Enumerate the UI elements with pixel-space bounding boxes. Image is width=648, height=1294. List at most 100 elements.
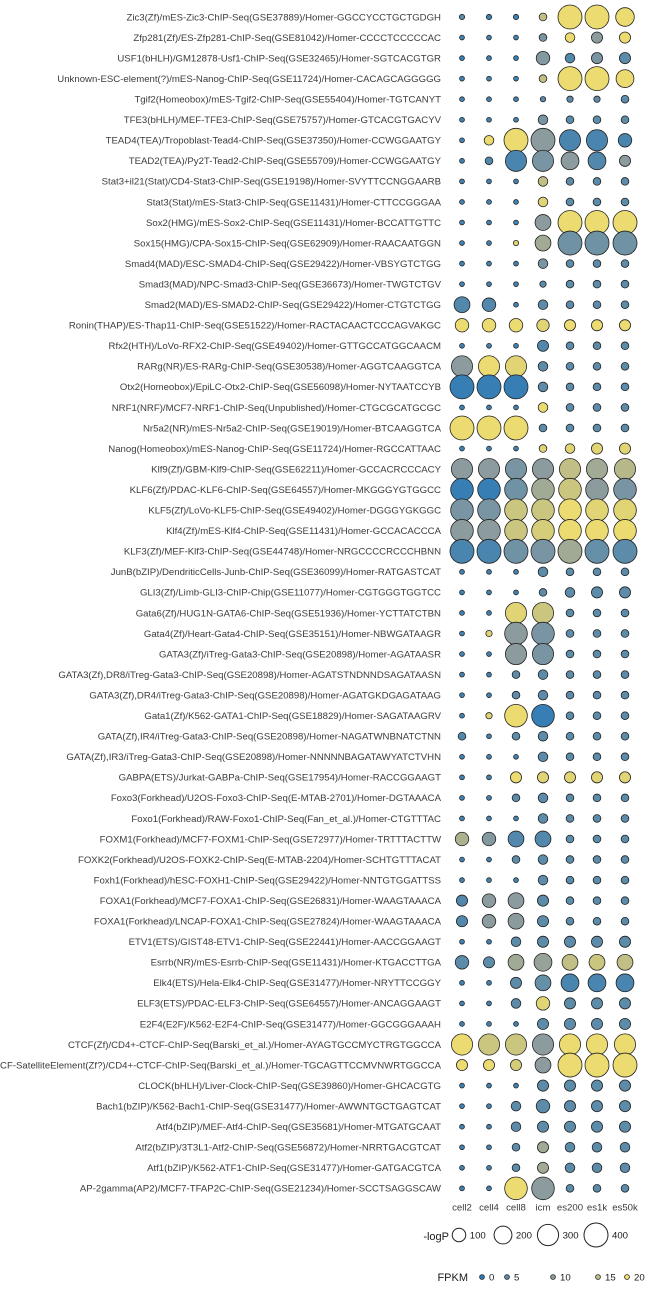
dot: [565, 732, 575, 741]
dot: [505, 355, 527, 378]
dot: [486, 815, 492, 822]
dot: [537, 1079, 549, 1092]
dot: [504, 1176, 528, 1201]
row-label: RARg(NR)/ES-RARg-ChIP-Seq(GSE30538)/Home…: [137, 362, 441, 373]
color-legend-key: [595, 1274, 601, 1280]
dot: [619, 1017, 631, 1030]
dot: [459, 55, 465, 61]
dot: [619, 1079, 631, 1092]
dot: [449, 374, 475, 400]
row-label: Gata6(Zf)/HUG1N-GATA6-ChIP-Seq(GSE51936)…: [136, 608, 441, 619]
dot: [513, 404, 519, 411]
dot: [486, 55, 492, 61]
dot: [459, 630, 465, 637]
size-legend: -logP 100 200 300 400: [423, 1222, 628, 1248]
dot: [592, 690, 602, 700]
row-labels: Zic3(Zf)/mES-Zic3-ChIP-Seq(GSE37889)/Hom…: [0, 12, 442, 1194]
dot: [532, 1033, 554, 1056]
dot: [459, 1000, 465, 1007]
dot: [620, 752, 630, 762]
dot: [507, 912, 525, 930]
dot: [531, 498, 555, 522]
dot: [619, 771, 631, 784]
dot: [476, 415, 502, 441]
dot: [564, 319, 576, 332]
dot: [565, 1184, 575, 1193]
dot: [620, 875, 630, 885]
dot: [459, 116, 465, 123]
row-label: Atf4(bZIP)/MEF-Atf4-ChIP-Seq(GSE35681)/H…: [156, 1122, 441, 1133]
row-label: Gata1(Zf)/K562-GATA1-ChIP-Seq(GSE18829)/…: [144, 711, 441, 722]
dot: [485, 13, 493, 21]
dot: [619, 52, 631, 65]
dot: [513, 96, 519, 103]
dot: [564, 1100, 576, 1113]
dot: [504, 621, 528, 646]
dot: [511, 1163, 521, 1173]
dot: [486, 96, 492, 103]
dot: [513, 342, 519, 349]
dot: [592, 649, 602, 659]
dot: [591, 1162, 603, 1174]
row-label: Nr5a2(NR)/mES-Nr5a2-ChIP-Seq(GSE19019)/H…: [143, 423, 442, 434]
color-legend-label: 10: [560, 1273, 571, 1284]
row-label: KLF3(Zf)/MEF-Klf3-ChIP-Seq(GSE44748)/Hom…: [124, 547, 441, 558]
dot: [486, 877, 492, 883]
dot: [614, 1033, 636, 1056]
dot: [503, 374, 529, 400]
dot: [557, 4, 583, 30]
dot: [584, 230, 610, 256]
dot: [537, 935, 549, 948]
dot: [449, 415, 475, 441]
dot: [613, 498, 637, 522]
size-legend-title: -logP: [423, 1231, 449, 1243]
dot: [531, 1176, 555, 1201]
dot: [537, 813, 549, 824]
dot: [537, 361, 549, 372]
dot: [537, 669, 549, 680]
size-legend-label: 400: [612, 1231, 628, 1242]
dot: [503, 538, 529, 564]
dot: [592, 362, 602, 371]
dot: [459, 445, 465, 452]
dot: [486, 1123, 492, 1130]
dot: [619, 442, 631, 455]
dot: [530, 127, 556, 153]
row-label: Smad3(MAD)/NPC-Smad3-ChIP-Seq(GSE36673)/…: [139, 279, 442, 290]
row-label: NRF1(NRF)/MCF7-NRF1-ChIP-Seq(Unpublished…: [112, 403, 441, 414]
dot: [483, 1059, 495, 1072]
dot: [614, 458, 636, 481]
dot: [459, 404, 465, 411]
dot: [507, 830, 525, 848]
dot: [451, 458, 473, 481]
dot: [620, 403, 630, 412]
dot: [558, 498, 582, 522]
dot: [534, 974, 552, 992]
row-label: GATA(Zf),IR3/iTreg-Gata3-ChIP-Seq(GSE208…: [66, 752, 441, 763]
dot: [538, 444, 548, 453]
dot: [559, 458, 581, 481]
dot: [591, 586, 603, 599]
dot: [458, 13, 466, 21]
dot: [560, 151, 580, 171]
dot: [565, 259, 575, 268]
dot: [534, 1056, 552, 1074]
dot: [565, 752, 575, 762]
dot: [620, 197, 630, 207]
dot: [481, 893, 497, 908]
dot: [557, 1052, 583, 1078]
dot: [537, 894, 549, 907]
dot: [619, 997, 631, 1010]
dot: [587, 973, 607, 993]
dot-matrix: [449, 4, 638, 1201]
dot: [459, 75, 465, 82]
dot: [564, 771, 576, 784]
dot: [459, 1144, 465, 1151]
size-legend-label: 200: [516, 1231, 532, 1242]
dot: [564, 997, 576, 1010]
dot: [503, 127, 529, 153]
size-legend-key: [493, 1225, 513, 1245]
dot: [513, 260, 519, 267]
dot: [592, 423, 602, 433]
dot: [485, 712, 493, 720]
